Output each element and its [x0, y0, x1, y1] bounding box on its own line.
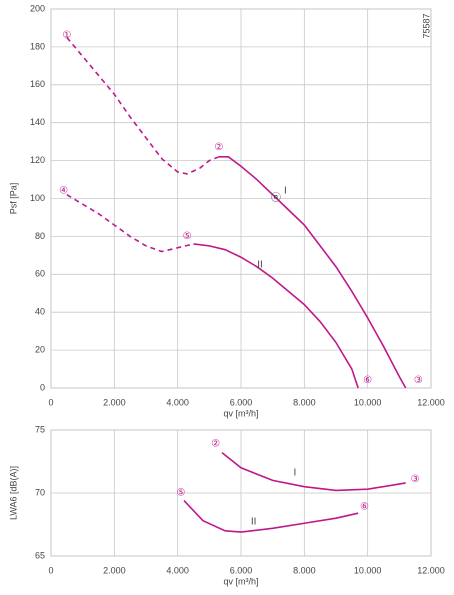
point-marker: ①: [62, 30, 71, 41]
point-marker: ②: [214, 142, 223, 153]
code-label: 75587: [421, 13, 431, 38]
x-tick-label: 2.000: [103, 397, 126, 407]
curve: [193, 243, 359, 389]
curve: [66, 194, 194, 253]
y-tick-label: 140: [30, 117, 45, 127]
y-tick-label: 65: [35, 550, 45, 560]
y-tick-label: 100: [30, 193, 45, 203]
x-tick-label: 4.000: [166, 565, 189, 575]
point-marker: ④: [59, 186, 68, 197]
y-tick-label: 160: [30, 79, 45, 89]
y-axis-label: LWA6 [dB(A)]: [8, 466, 18, 520]
y-axis-label: Psf [Pa]: [8, 183, 18, 215]
point-marker: ②: [211, 439, 220, 450]
x-tick-label: 8.000: [293, 397, 316, 407]
y-tick-label: 20: [35, 344, 45, 354]
point-marker: ⑤: [183, 231, 192, 242]
y-tick-label: 70: [35, 487, 45, 497]
y-tick-label: 80: [35, 231, 45, 241]
curve-label: II: [251, 517, 257, 528]
curve-label: II: [257, 259, 263, 270]
x-tick-label: 10.000: [354, 397, 382, 407]
y-tick-label: 60: [35, 269, 45, 279]
x-tick-label: 6.000: [230, 397, 253, 407]
point-marker: ⑥: [360, 502, 369, 513]
x-tick-label: 6.000: [230, 565, 253, 575]
curve: [221, 452, 406, 492]
x-axis-label: qv [m³/h]: [223, 408, 258, 418]
x-tick-label: 2.000: [103, 565, 126, 575]
y-tick-label: 180: [30, 41, 45, 51]
point-marker: ⑤: [176, 488, 185, 499]
x-tick-label: 8.000: [293, 565, 316, 575]
y-tick-label: 0: [40, 382, 45, 392]
x-tick-label: 12.000: [417, 565, 445, 575]
point-marker: ⓝ: [271, 192, 281, 204]
y-tick-label: 120: [30, 155, 45, 165]
point-marker: ③: [414, 375, 423, 386]
y-tick-label: 40: [35, 307, 45, 317]
curve-label: I: [293, 467, 296, 478]
x-axis-label: qv [m³/h]: [223, 576, 258, 586]
curve: [66, 36, 220, 175]
point-marker: ③: [411, 474, 420, 485]
x-tick-label: 0: [48, 397, 53, 407]
curve: [183, 500, 359, 533]
x-tick-label: 4.000: [166, 397, 189, 407]
y-tick-label: 75: [35, 424, 45, 434]
curve: [218, 156, 407, 389]
x-tick-label: 10.000: [354, 565, 382, 575]
point-marker: ⑥: [363, 375, 372, 386]
curve-label: I: [284, 186, 287, 197]
x-tick-label: 12.000: [417, 397, 445, 407]
y-tick-label: 200: [30, 3, 45, 13]
x-tick-label: 0: [48, 565, 53, 575]
